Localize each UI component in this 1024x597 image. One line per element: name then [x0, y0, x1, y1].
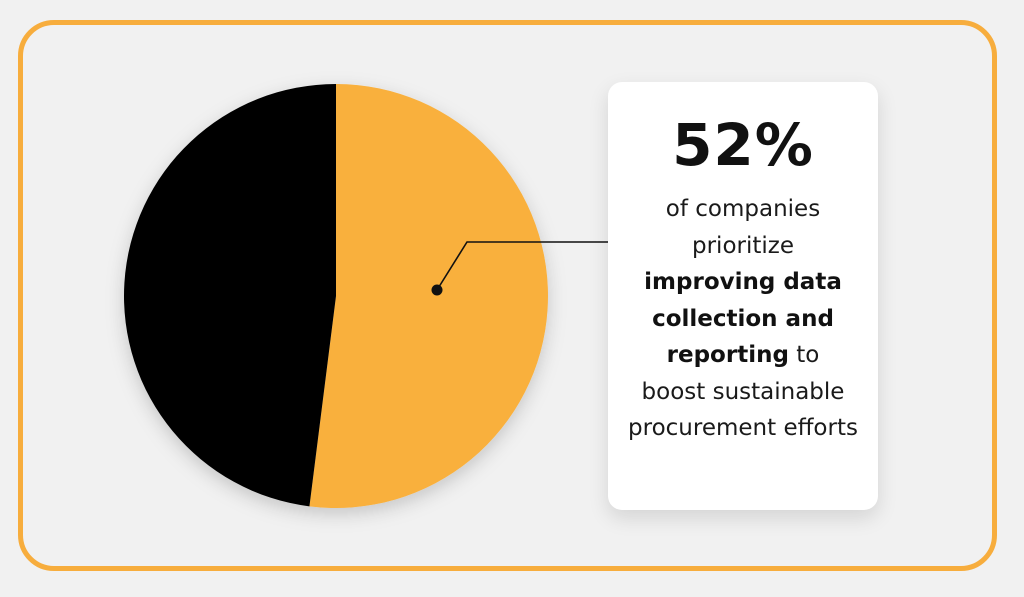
description-connector: to: [788, 342, 820, 368]
description-highlight: improving data collection and reporting: [644, 269, 842, 368]
description-line-1: of companies prioritize: [665, 196, 821, 259]
callout-card: 52% of companies prioritize improving da…: [608, 82, 878, 510]
leader-dot: [431, 284, 443, 296]
pie-slice-2: [123, 84, 337, 507]
orange-frame: [18, 20, 997, 571]
callout-description: of companies prioritize improving data c…: [608, 191, 878, 447]
percent-value: 52%: [672, 111, 814, 179]
leader-line: [436, 241, 608, 291]
pie-slice-1: [309, 84, 548, 508]
description-line-end: boost sustainable procurement efforts: [628, 378, 858, 442]
